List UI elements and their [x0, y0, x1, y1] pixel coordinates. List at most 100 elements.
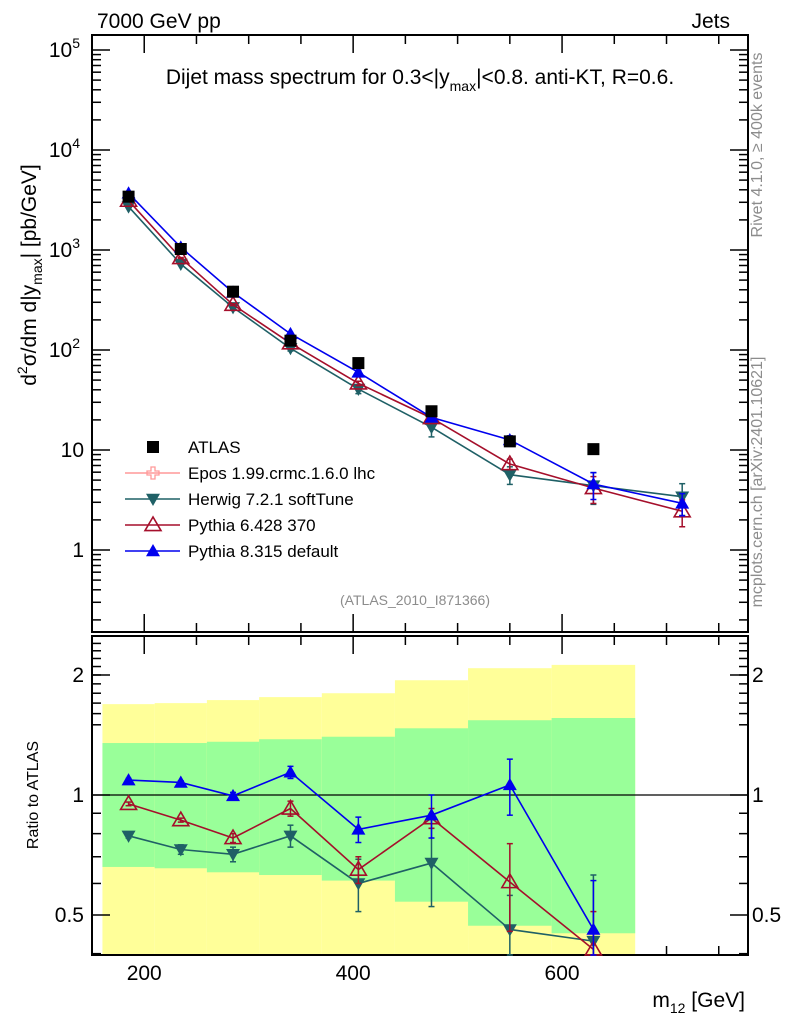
legend-item: Herwig 7.2.1 softTune — [125, 490, 354, 509]
square-marker — [352, 357, 365, 370]
square-marker — [587, 443, 600, 456]
ratio-y-tick-label: 2 — [72, 664, 84, 687]
ratio-y-tick-label: 0.5 — [55, 904, 84, 927]
series-line — [128, 771, 595, 930]
triangle-up-marker — [675, 496, 690, 509]
y-tick-label: 10 — [61, 439, 84, 462]
series-atlas — [122, 190, 600, 456]
y-tick-base: 10 — [61, 439, 84, 462]
ratio-y-tick-label-right: 0.5 — [752, 904, 781, 927]
square-marker — [174, 243, 187, 256]
triangle-up-marker — [586, 922, 601, 935]
y-tick-label: 104 — [49, 135, 80, 162]
category-label: Jets — [691, 10, 730, 33]
triangle-down-marker — [173, 844, 188, 857]
ylabel-b: σ/dm d|y — [18, 284, 41, 366]
y-tick-label: 1 — [72, 539, 84, 562]
y-tick-exponent: 5 — [72, 35, 80, 51]
legend-label: Herwig 7.2.1 softTune — [188, 490, 354, 509]
open-triangle-marker — [672, 501, 692, 518]
open-triangle-marker — [171, 248, 191, 265]
triangle-up-marker — [146, 544, 160, 557]
open-triangle-marker — [171, 810, 191, 827]
ylabel-a: d — [18, 374, 41, 386]
legend-label: ATLAS — [188, 438, 241, 457]
open-triangle-marker — [119, 794, 138, 811]
legend-item: Pythia 8.315 default — [125, 542, 339, 561]
triangle-up-marker — [351, 365, 366, 378]
title-post: |<0.8. anti-KT, R=0.6. — [476, 66, 674, 89]
legend-item: Pythia 6.428 370 — [125, 515, 316, 535]
plot-title: Dijet mass spectrum for 0.3<|ymax|<0.8. … — [166, 66, 674, 94]
ratio-y-tick-label-right: 1 — [752, 784, 764, 807]
series-pythia-8-315-default — [121, 758, 601, 956]
triangle-up-marker — [173, 775, 188, 788]
ylabel-sub: max — [29, 258, 45, 284]
y-tick-exponent: 4 — [72, 135, 80, 151]
main-frame — [91, 34, 749, 633]
beam-label: 7000 GeV pp — [97, 10, 221, 33]
square-marker — [122, 190, 135, 203]
ratio-y-tick-label: 1 — [72, 784, 84, 807]
triangle-down-marker — [424, 857, 439, 871]
x-axis-label: m12 [GeV] — [652, 989, 745, 1016]
y-tick-label: 103 — [49, 235, 80, 262]
y-tick-base: 10 — [49, 239, 72, 262]
y-tick-base: 10 — [49, 39, 72, 62]
mcplots-label: mcplots.cern.ch [arXiv:2401.10621] — [749, 357, 766, 608]
triangle-up-marker — [586, 477, 601, 490]
triangle-down-marker — [146, 493, 160, 506]
x-tick-label: 600 — [545, 962, 580, 985]
analysis-tag: (ATLAS_2010_I871366) — [340, 592, 490, 608]
triangle-down-marker — [351, 383, 366, 397]
y-tick-base: 10 — [49, 139, 72, 162]
legend-label: Pythia 6.428 370 — [188, 516, 316, 535]
y-axis-label: d2σ/dm d|ymax| [pb/GeV] — [14, 164, 45, 386]
square-marker — [284, 334, 297, 347]
ratio-axis-label: Ratio to ATLAS — [25, 741, 42, 849]
triangle-down-marker — [424, 421, 439, 435]
open-triangle-marker — [223, 828, 243, 845]
xlabel-a: m — [652, 989, 670, 1012]
legend-item: Epos 1.99.crmc.1.6.0 lhc — [125, 464, 376, 483]
triangle-down-marker — [173, 258, 188, 272]
square-marker — [227, 285, 240, 298]
y-tick-label: 105 — [49, 35, 80, 62]
open-triangle-marker — [348, 860, 368, 876]
square-marker — [425, 405, 438, 418]
triangle-down-marker — [351, 878, 366, 891]
rivet-version-label: Rivet 4.1.0, ≥ 400k events — [749, 53, 766, 238]
xlabel-sub: 12 — [670, 1000, 686, 1016]
triangle-up-marker — [283, 765, 298, 778]
x-tick-label: 200 — [127, 962, 162, 985]
series-pythia-6-428-370 — [119, 794, 603, 956]
series-line — [128, 803, 594, 951]
square-marker — [503, 435, 516, 448]
legend-label: Epos 1.99.crmc.1.6.0 lhc — [188, 464, 376, 483]
triangle-up-marker — [351, 822, 366, 835]
open-triangle-marker — [500, 454, 520, 471]
y-tick-exponent: 3 — [72, 235, 80, 251]
y-tick-label: 102 — [49, 335, 80, 362]
triangle-up-marker — [502, 777, 517, 791]
ylabel-c: | [pb/GeV] — [18, 164, 41, 258]
y-tick-exponent: 2 — [72, 335, 80, 351]
ratio-y-tick-label-right: 2 — [752, 664, 764, 687]
triangle-down-marker — [502, 469, 517, 482]
xlabel-b: [GeV] — [685, 989, 745, 1012]
triangle-down-marker — [121, 830, 136, 843]
title-sub: max — [450, 78, 476, 94]
ratio-panel: 200 400 600 0.5 0.5 1 1 2 2 — [55, 635, 781, 985]
y-tick-base: 1 — [72, 539, 84, 562]
square-marker — [147, 441, 159, 453]
open-triangle-marker — [143, 515, 163, 532]
triangle-down-marker — [283, 830, 298, 843]
legend: ATLAS Epos 1.99.crmc.1.6.0 lhc Herwig 7.2.… — [125, 438, 376, 561]
legend-label: Pythia 8.315 default — [188, 542, 339, 561]
y-tick-base: 10 — [49, 339, 72, 362]
series-line — [128, 834, 594, 942]
triangle-down-marker — [226, 849, 241, 862]
triangle-down-marker — [226, 302, 241, 315]
